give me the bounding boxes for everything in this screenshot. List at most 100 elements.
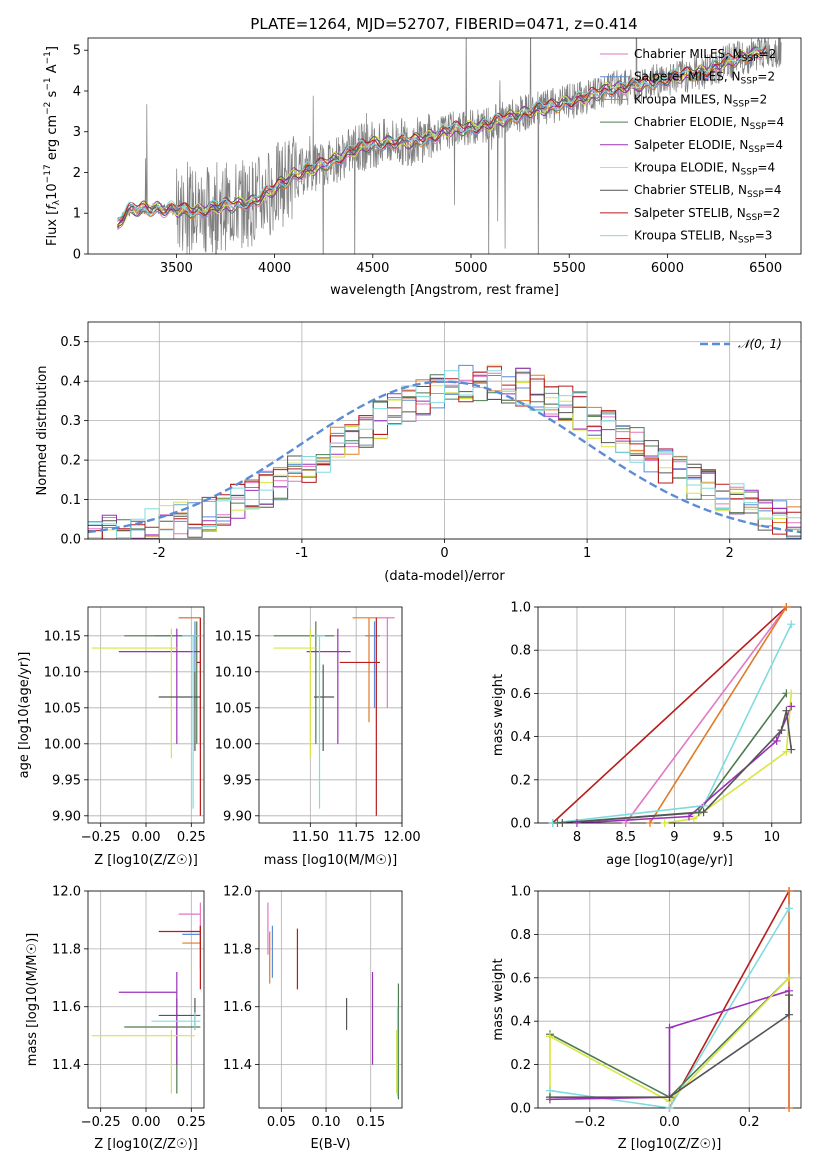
x-axis-label: E(B-V) — [310, 1137, 350, 1152]
y-tick-label: 0.4 — [510, 1015, 531, 1030]
y-tick-label: 10.00 — [215, 737, 252, 752]
y-tick-label: 10.00 — [44, 737, 81, 752]
x-axis-label: wavelength [Angstrom, rest frame] — [330, 283, 559, 298]
y-tick-label: 4 — [73, 84, 81, 99]
legend-entry: 𝒩(0, 1) — [738, 337, 782, 351]
y-tick-label: 0 — [73, 248, 81, 263]
y-tick-label: 0.6 — [510, 971, 531, 986]
y-tick-label: 1.0 — [510, 885, 531, 900]
x-tick-label: 11.50 — [292, 830, 329, 845]
plot-area-mass_vs_EBV — [267, 902, 400, 1100]
mass-weight-marker — [558, 819, 567, 827]
model-spectrum-line — [117, 45, 767, 226]
axes-frame — [87, 37, 802, 255]
y-tick-label: 2 — [73, 166, 81, 181]
mass-weight-line — [576, 706, 793, 823]
x-axis-label: Z [log10(Z/Z☉)] — [94, 1137, 198, 1152]
x-tick-label: 5500 — [553, 261, 586, 276]
y-axis-label: Flux [fλ10−17 erg cm−2 s−1 A−1] — [43, 46, 62, 246]
mass-weight-line — [649, 607, 788, 823]
plot-area-spectrum — [117, 38, 782, 254]
x-tick-label: 9.5 — [713, 830, 734, 845]
mass-weight-marker — [785, 991, 794, 1000]
y-axis-label: age [log10(age/yr)] — [17, 652, 32, 779]
mass-weight-marker — [772, 736, 781, 745]
axes-mass_weight_vs_age: 8 8.5 9 9.5 10 0.0 0.2 0.4 0.6 0.8 1.0 age [log10(a… — [491, 601, 802, 868]
legend-entry: Salpeter STELIB, NSSP=2 — [634, 206, 780, 223]
mass-weight-line — [550, 995, 790, 1098]
axes-age_vs_Z: −0.25 0.00 0.25 9.90 9.95 10.00 10.05 10.10 10.1… — [17, 606, 206, 868]
x-tick-label: 3500 — [160, 261, 193, 276]
y-tick-label: 3 — [73, 125, 81, 140]
axes-layer: 3500 4000 4500 5000 5500 6000 6500 0 1 2 3 4 5 Chabri… — [17, 37, 802, 1153]
mass-weight-line — [552, 607, 787, 823]
y-tick-label: 5 — [73, 44, 81, 59]
chart-title: PLATE=1264, MJD=52707, FIBERID=0471, z=0… — [250, 15, 637, 33]
y-tick-label: 0.5 — [60, 335, 81, 350]
x-tick-label: 2 — [726, 546, 734, 561]
x-axis-label: Z [log10(Z/Z☉)] — [94, 853, 198, 868]
x-tick-label: 6500 — [749, 261, 782, 276]
y-axis-label: mass weight — [491, 958, 506, 1040]
axes-frame — [87, 606, 205, 824]
axes-age_vs_mass: 11.50 11.75 12.00 9.90 9.95 10.00 10.05 10.10 10… — [215, 606, 421, 868]
mass-weight-marker — [782, 747, 791, 756]
axes-mass_weight_vs_Z: −0.2 0.0 0.2 0.0 0.2 0.4 0.6 0.8 1.0 Z [log10(Z/Z… — [491, 885, 802, 1152]
legend-entry: Chabrier MILES, NSSP=2 — [634, 47, 776, 64]
mass-weight-marker — [572, 819, 581, 827]
x-tick-label: 6000 — [651, 261, 684, 276]
x-tick-label: −0.2 — [574, 1115, 606, 1130]
legend-entry: Salpeter ELODIE, NSSP=4 — [634, 138, 783, 155]
mass-weight-line — [549, 977, 790, 1103]
mass-weight-marker — [785, 904, 794, 913]
model-spectrum-line — [117, 42, 766, 221]
mass-weight-marker — [660, 819, 669, 827]
mass-weight-marker — [782, 706, 791, 715]
y-tick-label: 12.0 — [223, 885, 252, 900]
mass-weight-marker — [545, 1093, 554, 1102]
y-tick-label: 1.0 — [510, 601, 531, 616]
axes-spectrum: 3500 4000 4500 5000 5500 6000 6500 0 1 2 3 4 5 Chabri… — [43, 37, 802, 298]
y-tick-label: 0.8 — [510, 928, 531, 943]
y-tick-label: 9.90 — [52, 809, 81, 824]
y-tick-label: 0.4 — [60, 375, 81, 390]
legend: Chabrier MILES, NSSP=2 Salpeter MILES, NS… — [600, 47, 784, 246]
x-tick-label: 8.5 — [615, 830, 636, 845]
x-tick-label: 12.00 — [383, 830, 420, 845]
x-tick-label: 11.75 — [338, 830, 375, 845]
y-tick-label: 10.05 — [44, 701, 81, 716]
x-axis-label: mass [log10(M/M☉)] — [264, 853, 397, 868]
x-tick-label: 0 — [440, 546, 448, 561]
y-tick-label: 1 — [73, 207, 81, 222]
mass-weight-line — [549, 990, 790, 1101]
y-tick-label: 10.10 — [215, 665, 252, 680]
x-tick-label: −0.25 — [81, 1115, 121, 1130]
mass-weight-marker — [787, 702, 796, 711]
data-spectrum-line — [117, 38, 782, 254]
y-tick-label: 11.6 — [223, 1000, 252, 1015]
mass-weight-marker — [646, 819, 655, 827]
y-tick-label: 9.95 — [52, 773, 81, 788]
y-tick-label: 11.8 — [223, 942, 252, 957]
model-spectrum-line — [117, 52, 767, 230]
mass-weight-marker — [787, 689, 796, 698]
y-tick-label: 0.0 — [510, 1102, 531, 1117]
x-tick-label: -1 — [295, 546, 308, 561]
y-tick-label: 9.95 — [223, 773, 252, 788]
y-tick-label: 11.4 — [223, 1058, 252, 1073]
plot-area-mass_weight_vs_Z — [549, 891, 790, 1108]
y-axis-label: mass [log10(M/M☉)] — [25, 933, 40, 1066]
y-tick-label: 11.8 — [52, 942, 81, 957]
axes-mass_vs_Z: −0.25 0.00 0.25 11.4 11.6 11.8 12.0 Z [log10(Z/… — [25, 885, 206, 1153]
axes-frame — [537, 606, 802, 824]
y-tick-label: 0.3 — [60, 414, 81, 429]
axes-frame — [87, 890, 205, 1109]
mass-weight-marker — [785, 1104, 794, 1112]
x-tick-label: −0.25 — [81, 830, 121, 845]
model-spectrum-line — [117, 46, 766, 220]
model-spectrum-line — [117, 50, 767, 228]
legend-entry: Salpeter MILES, NSSP=2 — [634, 70, 775, 87]
x-tick-label: 9 — [670, 830, 678, 845]
x-tick-label: 0.10 — [312, 1115, 341, 1130]
legend-entry: Kroupa STELIB, NSSP=3 — [634, 229, 772, 246]
